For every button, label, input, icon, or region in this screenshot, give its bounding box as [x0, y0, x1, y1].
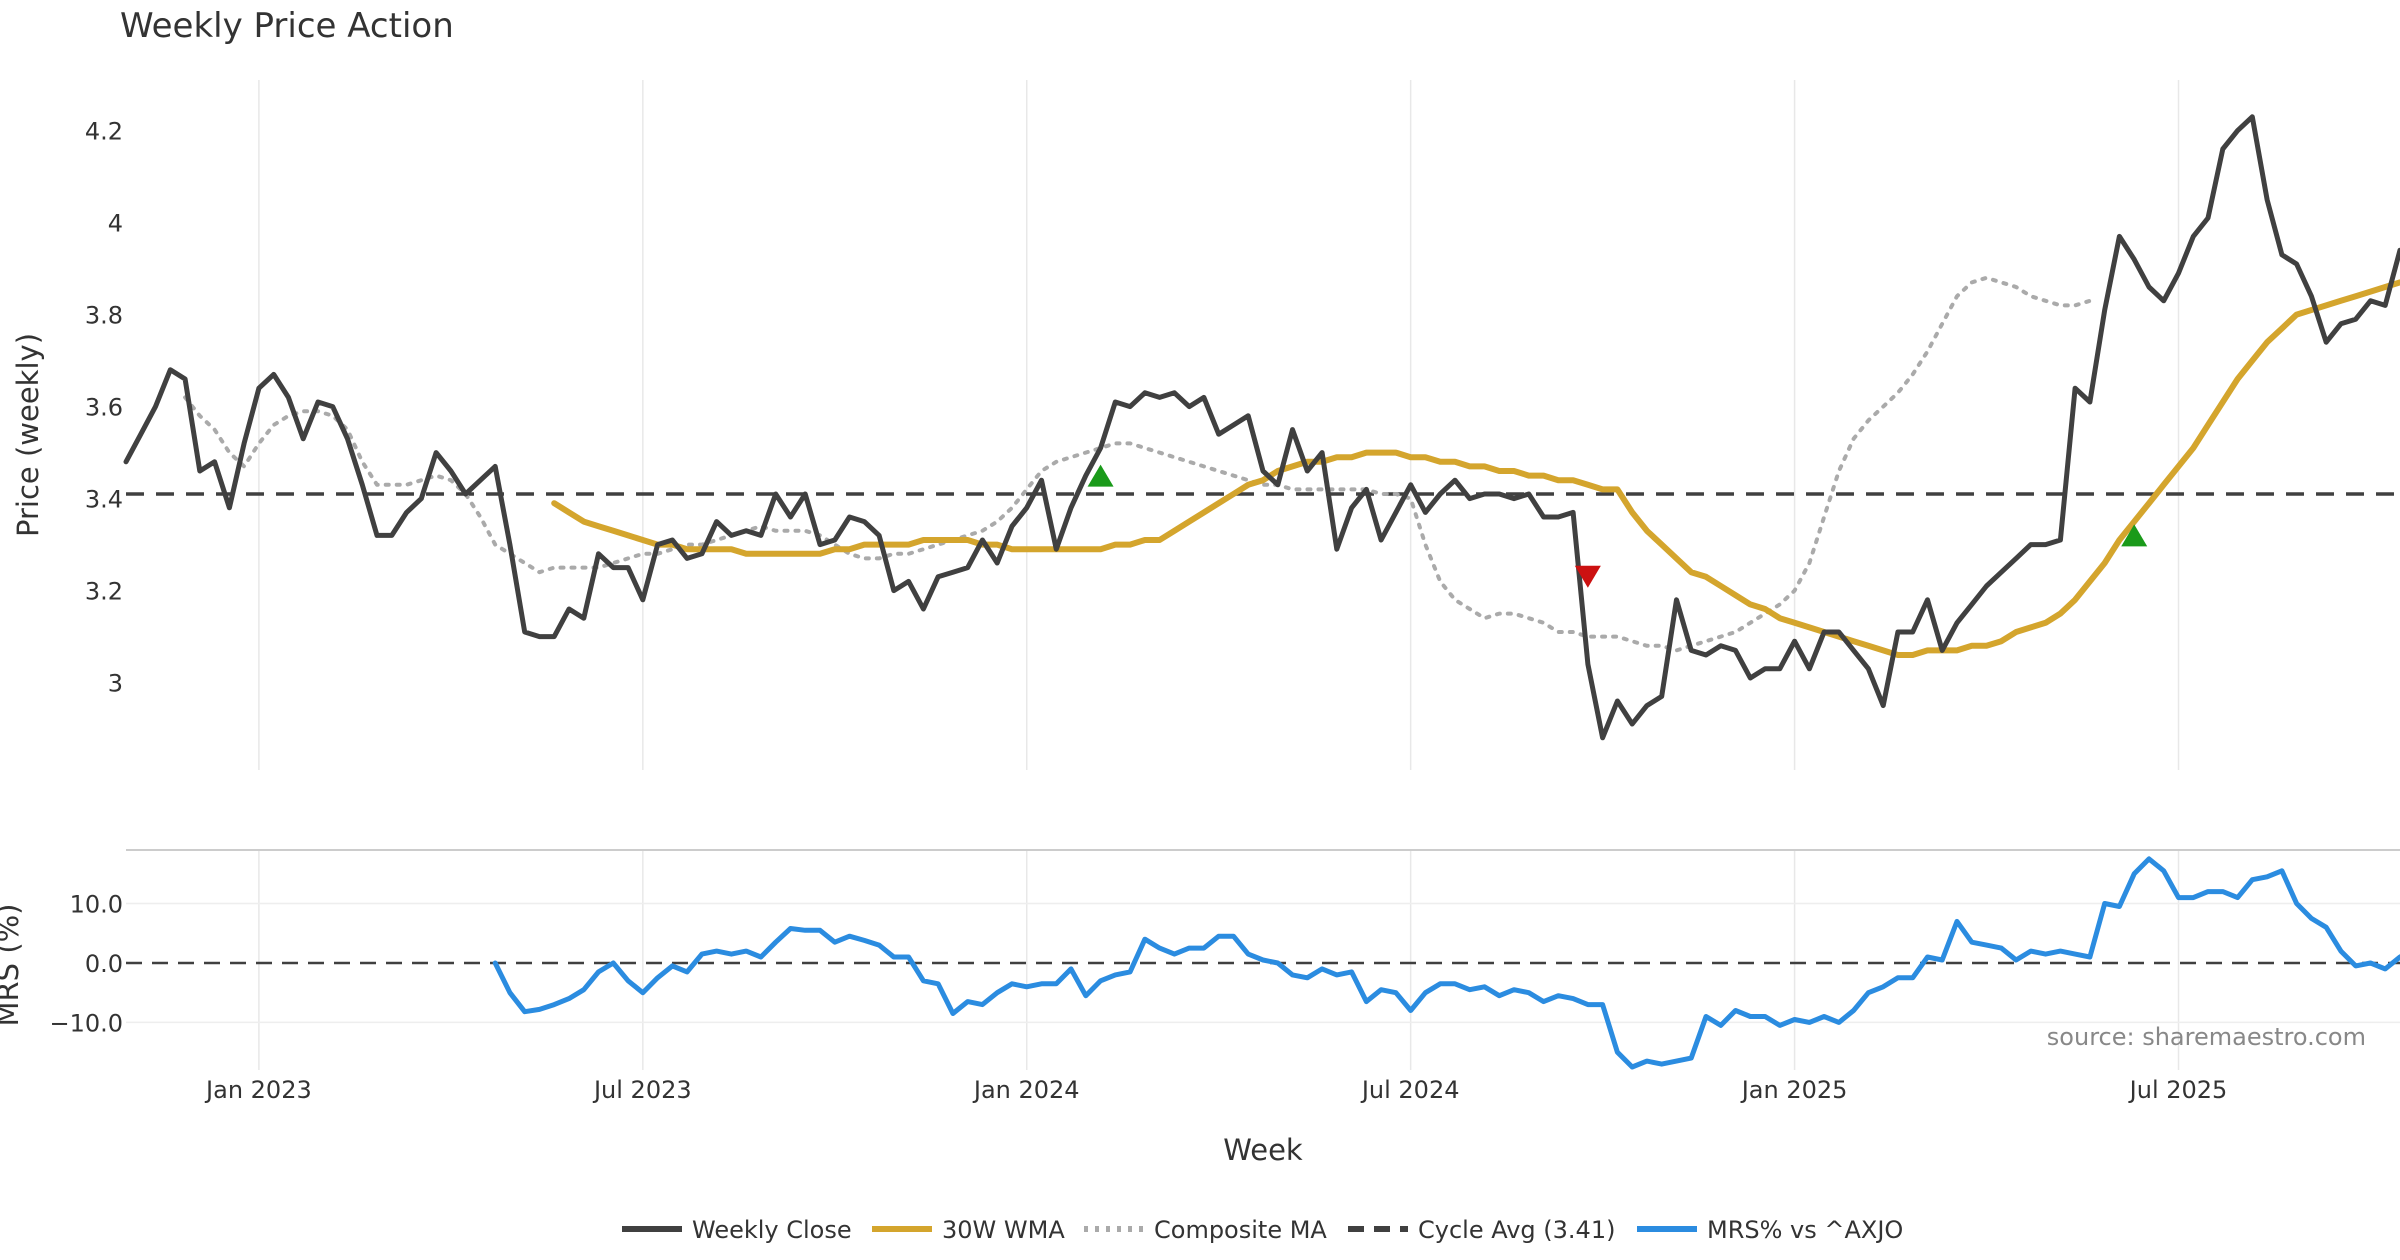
mrs-y-tick-label: 0.0: [85, 950, 123, 978]
signal-markers: [1087, 464, 2148, 588]
x-tick-label: Jul 2025: [2128, 1076, 2228, 1104]
mrs-y-axis-title: MRS (%): [0, 904, 25, 1027]
reference-lines: [126, 492, 2400, 965]
legend-label-weekly-close: Weekly Close: [692, 1216, 852, 1244]
legend-label-mrs-vs-axjo: MRS% vs ^AXJO: [1707, 1216, 1903, 1244]
series-composite-ma-line: [183, 275, 2092, 653]
chart-title: Weekly Price Action: [120, 6, 454, 46]
series-lines: [123, 114, 2400, 1070]
series-30w-wma-line: [551, 279, 2400, 658]
buy-signal-marker: [2121, 524, 2148, 547]
axes: Jan 2023 Jul 2023 Jan 2024 Jul 2024 Jan 2025…: [0, 118, 2366, 1167]
price-y-tick-label: 3.2: [85, 578, 123, 606]
gridlines: [126, 80, 2400, 1070]
x-tick-label: Jan 2023: [204, 1076, 312, 1104]
price-y-tick-label: 3.4: [85, 486, 123, 514]
legend-label-composite-ma: Composite MA: [1154, 1216, 1327, 1244]
price-y-axis-title: Price (weekly): [11, 333, 45, 537]
legend: Weekly Close 30W WMA Composite MA Cycle Avg…: [622, 1216, 1903, 1244]
price-y-tick-label: 3.6: [85, 394, 123, 422]
buy-signal-marker: [1087, 464, 1114, 487]
legend-label-30w-wma: 30W WMA: [942, 1216, 1065, 1244]
mrs-y-tick-label: −10.0: [49, 1009, 123, 1037]
price-y-tick-label: 3: [108, 670, 123, 698]
price-y-tick-label: 3.8: [85, 302, 123, 330]
x-tick-label: Jul 2023: [592, 1076, 692, 1104]
x-axis-title: Week: [1223, 1133, 1303, 1167]
series-weekly-close-line: [123, 114, 2400, 741]
x-tick-label: Jan 2024: [972, 1076, 1080, 1104]
sell-signal-marker: [1574, 565, 1601, 588]
price-y-tick-label: 4: [108, 210, 123, 238]
source-note: source: sharemaestro.com: [2047, 1023, 2366, 1051]
x-tick-label: Jan 2025: [1740, 1076, 1848, 1104]
legend-label-cycle-avg-3-41: Cycle Avg (3.41): [1418, 1216, 1615, 1244]
price-y-tick-label: 4.2: [85, 118, 123, 146]
mrs-y-tick-label: 10.0: [70, 891, 123, 919]
series-mrs-vs-axjo-line: [492, 856, 2400, 1070]
x-tick-label: Jul 2024: [1360, 1076, 1460, 1104]
